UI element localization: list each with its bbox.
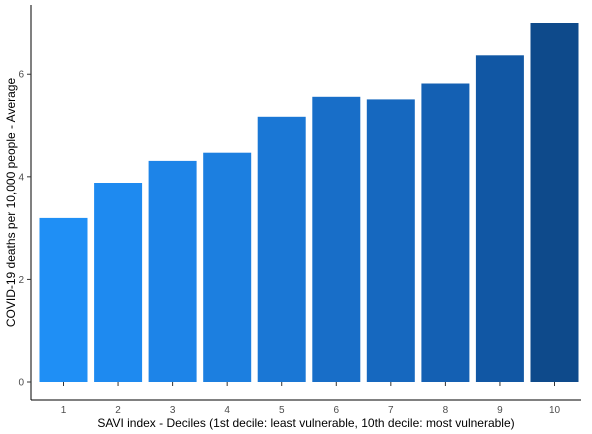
- bar-decile-10: [530, 23, 579, 382]
- x-tick-label: 10: [549, 405, 561, 416]
- bar-decile-7: [366, 99, 415, 383]
- x-axis-title: SAVI index - Deciles (1st decile: least …: [97, 416, 514, 430]
- x-tick-label: 7: [388, 405, 394, 416]
- bar-decile-6: [312, 96, 361, 383]
- y-axis-ticks: 0 2 4 6: [18, 70, 31, 389]
- x-axis-ticks: 1 2 3 4 5 6 7 8 9 10: [61, 382, 561, 416]
- x-tick-label: 4: [224, 405, 230, 416]
- plot-panel: 0 2 4 6 1 2 3 4 5 6 7 8 9 10: [18, 5, 581, 416]
- y-tick-label: 6: [18, 70, 24, 81]
- y-axis-title: COVID-19 deaths per 10,000 people - Aver…: [4, 78, 18, 328]
- x-tick-label: 3: [170, 405, 176, 416]
- x-tick-label: 9: [497, 405, 503, 416]
- x-tick-label: 2: [115, 405, 121, 416]
- y-tick-label: 4: [18, 172, 24, 183]
- x-tick-label: 1: [61, 405, 67, 416]
- bar-decile-8: [421, 83, 470, 382]
- bar-decile-1: [39, 217, 88, 382]
- x-tick-label: 6: [333, 405, 339, 416]
- bar-decile-2: [94, 183, 143, 382]
- x-tick-label: 5: [279, 405, 285, 416]
- bar-decile-4: [203, 152, 252, 382]
- bar-decile-3: [148, 160, 197, 382]
- x-tick-label: 8: [443, 405, 449, 416]
- y-tick-label: 2: [18, 275, 24, 286]
- y-tick-label: 0: [18, 378, 24, 389]
- bar-decile-9: [475, 55, 524, 383]
- bar-series: [39, 23, 579, 383]
- bar-decile-5: [257, 116, 306, 383]
